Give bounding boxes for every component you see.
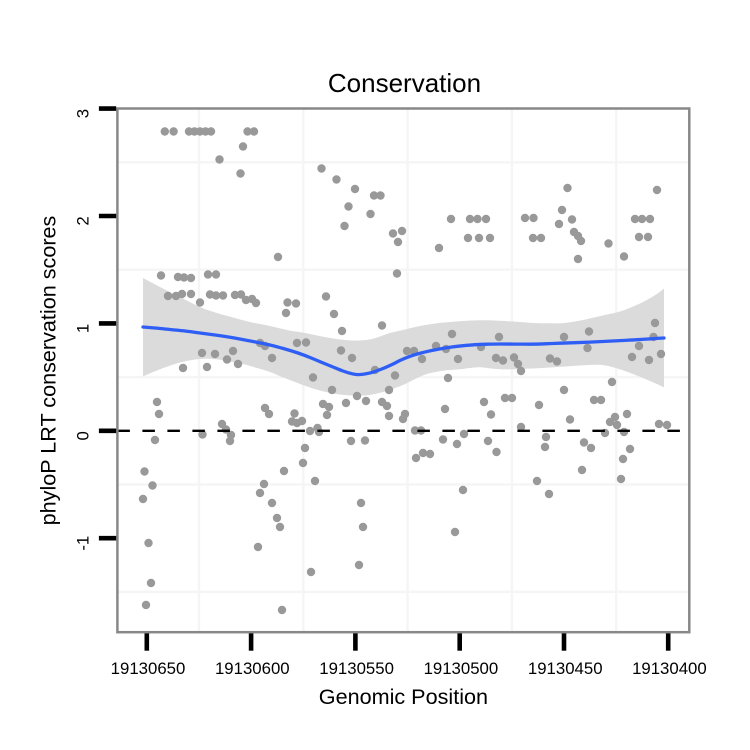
svg-text:2: 2: [74, 216, 93, 225]
svg-text:19130400: 19130400: [632, 659, 707, 678]
svg-text:19130600: 19130600: [215, 659, 290, 678]
svg-text:0: 0: [74, 431, 93, 440]
svg-text:Genomic Position: Genomic Position: [319, 684, 488, 709]
svg-text:19130550: 19130550: [319, 659, 394, 678]
svg-text:19130450: 19130450: [528, 659, 603, 678]
svg-text:19130500: 19130500: [424, 659, 499, 678]
svg-text:1: 1: [74, 324, 93, 333]
svg-text:phyloP LRT conservation scores: phyloP LRT conservation scores: [36, 215, 61, 525]
svg-text:19130650: 19130650: [111, 659, 186, 678]
svg-text:3: 3: [74, 109, 93, 118]
svg-text:Conservation: Conservation: [328, 68, 481, 98]
svg-text:-1: -1: [74, 536, 93, 551]
